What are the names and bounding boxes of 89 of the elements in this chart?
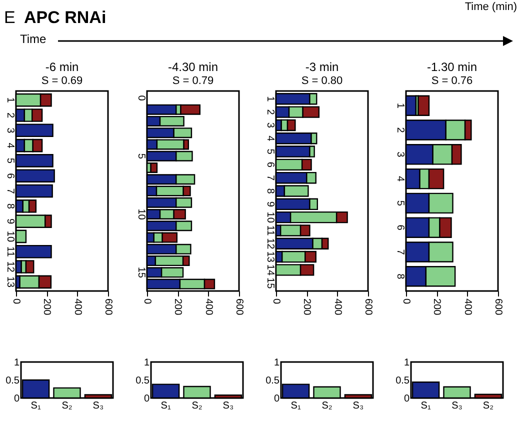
- y-tick-label: 10: [136, 208, 146, 220]
- y-tick-label: 10: [4, 230, 16, 242]
- y-tick-label: 4: [264, 136, 276, 142]
- x-tick-label: 200: [41, 298, 52, 316]
- x-tick-label: 400: [462, 298, 473, 316]
- y-tick-label: 1: [14, 358, 20, 368]
- y-tick-label: 0.5: [136, 376, 150, 386]
- x-tick-label: S₂: [482, 400, 494, 412]
- x-tick-label: S₃: [92, 400, 104, 412]
- x-tick-label: S₃: [352, 400, 364, 412]
- x-tick-label: S₃: [452, 400, 462, 412]
- text: APC RNAi: [24, 8, 106, 28]
- x-tick-label: S₂: [322, 400, 332, 412]
- y-tick-label: 6: [394, 224, 406, 231]
- y-tick-label: 1: [4, 97, 16, 104]
- text: Time (min): [464, 1, 517, 14]
- y-tick-label: 2: [394, 127, 406, 134]
- x-tick-label: S₂: [192, 400, 202, 412]
- y-tick-label: 3: [264, 122, 276, 128]
- y-tick-label: 1: [274, 358, 280, 368]
- y-tick-label: 8: [264, 188, 276, 194]
- y-tick-label: 1: [394, 102, 406, 109]
- x-tick-label: 600: [234, 298, 244, 316]
- y-tick-label: 7: [264, 175, 276, 182]
- chart-title: -6 min: [45, 60, 79, 74]
- chart-title: -4.30 min: [168, 60, 218, 74]
- y-tick-label: 5: [4, 158, 16, 164]
- chart-title: -3 min: [305, 60, 339, 74]
- chart-subtitle: S = 0.80: [301, 75, 343, 87]
- y-tick-label: 1: [264, 96, 276, 102]
- y-tick-label: 5: [264, 148, 276, 155]
- y-tick-label: 11: [264, 225, 276, 236]
- x-tick-label: 200: [431, 298, 442, 316]
- y-tick-label: 12: [4, 261, 16, 273]
- y-tick-label: 2: [264, 109, 276, 116]
- x-tick-label: 600: [362, 298, 374, 316]
- x-tick-label: 200: [172, 298, 184, 316]
- y-tick-label: 8: [4, 203, 16, 210]
- chart-title: -1.30 min: [426, 60, 478, 74]
- y-tick-label: 5: [394, 200, 406, 206]
- y-tick-label: 4: [4, 142, 16, 149]
- y-tick-label: 8: [394, 274, 406, 280]
- y-tick-label: 1: [404, 358, 410, 368]
- y-tick-label: 15: [264, 278, 276, 290]
- bar: [418, 95, 430, 116]
- y-tick-label: 1: [144, 358, 150, 368]
- y-tick-label: 7: [4, 188, 16, 194]
- x-tick-label: 400: [202, 298, 214, 316]
- y-tick-label: 0.5: [6, 376, 20, 386]
- y-tick-label: 0.5: [396, 376, 410, 386]
- y-tick-label: 13: [4, 276, 16, 288]
- y-tick-label: 12: [264, 238, 276, 250]
- y-tick-label: 5: [136, 153, 146, 160]
- x-tick-label: 200: [301, 298, 312, 316]
- x-tick-label: S₁: [30, 400, 42, 412]
- y-tick-label: 0: [274, 394, 280, 404]
- x-tick-label: S₁: [160, 400, 172, 412]
- y-tick-label: 13: [264, 251, 276, 263]
- chart-subtitle: S = 0.69: [41, 75, 83, 87]
- y-tick-label: 4: [394, 176, 406, 182]
- x-tick-label: S₂: [62, 400, 72, 412]
- y-tick-label: 0: [14, 394, 20, 404]
- y-tick-label: 14: [264, 264, 276, 276]
- y-tick-label: 11: [4, 246, 16, 258]
- x-tick-label: S₁: [290, 400, 302, 412]
- text: Time: [20, 32, 46, 46]
- y-tick-label: 3: [394, 152, 406, 158]
- y-tick-label: 15: [136, 266, 146, 278]
- y-tick-label: 6: [4, 173, 16, 180]
- y-tick-label: 9: [4, 218, 16, 225]
- x-tick-label: 600: [492, 298, 504, 316]
- x-tick-label: 600: [102, 298, 114, 316]
- y-tick-label: 0: [136, 95, 146, 102]
- x-tick-label: S₁: [420, 400, 432, 412]
- y-tick-label: 0.5: [266, 376, 280, 386]
- y-tick-label: 2: [4, 112, 16, 118]
- chart-subtitle: S = 0.79: [172, 75, 214, 87]
- y-tick-label: 3: [4, 128, 16, 134]
- y-tick-label: 10: [264, 212, 276, 224]
- x-tick-label: S₃: [222, 400, 234, 412]
- x-tick-label: 400: [332, 298, 343, 316]
- chart-subtitle: S = 0.76: [431, 75, 473, 87]
- text: E: [4, 8, 16, 28]
- y-tick-label: 0: [144, 394, 150, 404]
- y-tick-label: 6: [264, 162, 276, 168]
- y-tick-label: 0: [404, 394, 410, 404]
- y-tick-label: 7: [394, 249, 406, 256]
- x-tick-label: 400: [72, 298, 83, 316]
- y-tick-label: 9: [264, 201, 276, 208]
